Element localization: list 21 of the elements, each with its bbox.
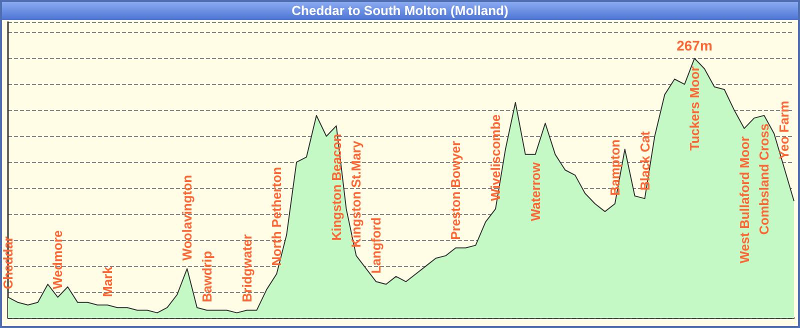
x-tick-label: Kingston Beacon: [328, 134, 344, 241]
x-tick-label: Bampton: [607, 139, 622, 196]
x-tick-label: North Petherton: [269, 166, 284, 266]
x-tick-label: Tuckers Moor: [687, 66, 702, 151]
x-tick-label: Waterrow: [528, 162, 543, 222]
x-tick-label: Woolavington: [180, 174, 195, 261]
x-tick-label: Cheddar: [0, 236, 16, 290]
chart-title: Cheddar to South Molton (Molland): [2, 2, 798, 20]
x-tick-label: West Bullaford Moor: [736, 136, 752, 264]
x-tick-label: Black Cat: [637, 130, 652, 191]
x-tick-label: Bawdrip: [199, 250, 214, 302]
x-tick-label: Yeo Farm: [776, 100, 792, 160]
annotation: 267m: [676, 37, 712, 54]
x-tick-label: Langford: [368, 217, 384, 274]
x-tick-label: Mark: [100, 266, 115, 298]
x-tick-label: Preston Bowyer: [448, 140, 464, 240]
x-tick-label: Wedmore: [50, 230, 66, 290]
x-tick-label: Wiveliscombe: [488, 114, 504, 201]
x-tick-label: Combsland Cross: [756, 123, 772, 235]
x-tick-label: Kingston St.Mary: [348, 140, 364, 248]
x-tick-label: Bridgwater: [239, 234, 254, 302]
